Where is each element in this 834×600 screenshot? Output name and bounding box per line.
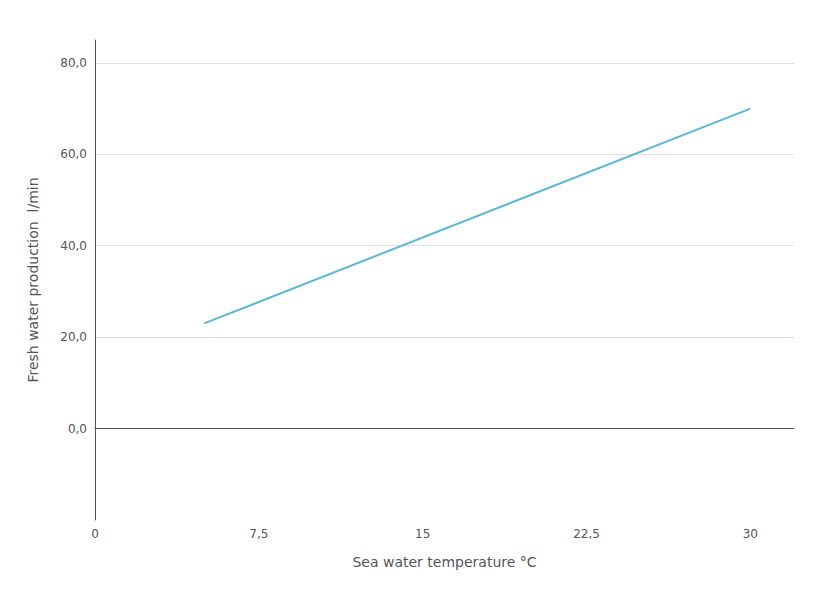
svg-text:0: 0 — [91, 527, 99, 541]
svg-text:15: 15 — [415, 527, 430, 541]
svg-text:Fresh water production l/min: Fresh water production l/min — [25, 177, 41, 382]
svg-text:40,0: 40,0 — [60, 239, 87, 253]
svg-text:30: 30 — [743, 527, 758, 541]
svg-text:7,5: 7,5 — [249, 527, 268, 541]
svg-text:80,0: 80,0 — [60, 56, 87, 70]
svg-text:0,0: 0,0 — [68, 422, 87, 436]
svg-text:20,0: 20,0 — [60, 330, 87, 344]
svg-text:60,0: 60,0 — [60, 147, 87, 161]
svg-text:Sea water temperature °C: Sea water temperature °C — [352, 554, 536, 570]
svg-text:22,5: 22,5 — [573, 527, 600, 541]
